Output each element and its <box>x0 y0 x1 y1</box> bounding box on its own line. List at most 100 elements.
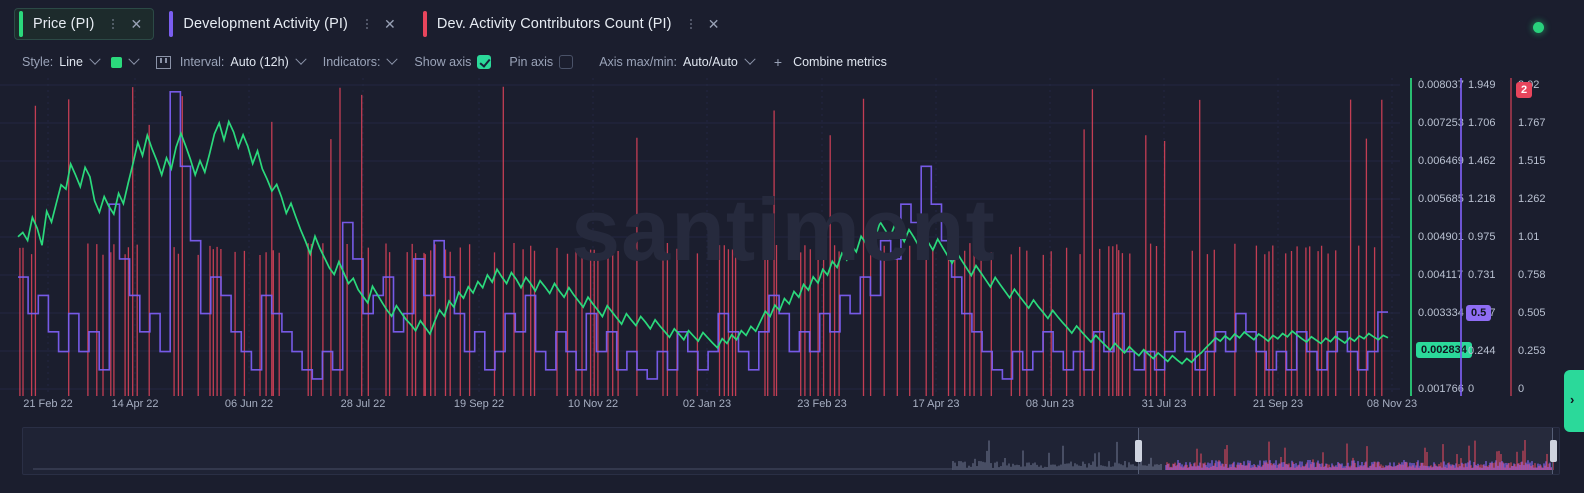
chart-svg <box>0 78 1400 396</box>
axis-current-value-badge: 2 <box>1516 82 1533 98</box>
interval-label: Interval: <box>179 55 225 69</box>
x-axis-tick-label: 21 Sep 23 <box>1252 398 1304 410</box>
show-axis-toggle[interactable]: Show axis <box>414 55 492 69</box>
x-axis-tick-label: 17 Apr 23 <box>912 398 960 410</box>
x-axis-tick-label: 10 Nov 22 <box>567 398 619 410</box>
axis-tick-label: 1.218 <box>1468 193 1496 205</box>
axis-tick-label: 1.767 <box>1518 117 1546 129</box>
side-action-flag[interactable]: › <box>1564 370 1584 432</box>
axis-tick-label: 0.003334 <box>1418 307 1464 319</box>
pin-axis-checkbox[interactable] <box>559 55 574 69</box>
navigator-preview-chart <box>33 440 1554 470</box>
axis-tick-label: 0.758 <box>1518 269 1546 281</box>
axis-tick-label: 0.001766 <box>1418 383 1464 395</box>
status-indicator-dot <box>1533 22 1544 33</box>
interval-icon <box>155 55 171 69</box>
side-flag-glyph: › <box>1570 392 1575 407</box>
axis-tick-label: 0.975 <box>1468 231 1496 243</box>
chevron-down-icon <box>386 53 399 65</box>
kebab-menu-icon[interactable] <box>683 15 699 33</box>
axis-maxmin-label: Axis max/min: <box>599 55 677 69</box>
axis-current-value-badge: 0.002834 <box>1416 342 1472 358</box>
kebab-menu-icon[interactable] <box>359 15 375 33</box>
x-axis-tick-label: 31 Jul 23 <box>1141 398 1187 410</box>
metric-tab-label: Dev. Activity Contributors Count (PI) <box>436 16 672 32</box>
navigator-handle-right[interactable] <box>1550 440 1558 462</box>
chart-toolbar: Style: Line Interval: Auto (12h) Indicat… <box>0 48 1584 76</box>
metric-color-bar-development-activity <box>169 11 174 37</box>
x-axis-tick-label: 19 Sep 22 <box>453 398 505 410</box>
axis-current-value-badge: 0.5 <box>1466 305 1492 321</box>
x-axis-tick-label: 02 Jan 23 <box>682 398 732 410</box>
axis-tick-label: 0 <box>1468 383 1475 395</box>
show-axis-label: Show axis <box>414 55 472 69</box>
x-axis-tick-label: 21 Feb 22 <box>23 398 73 410</box>
show-axis-checkbox[interactable] <box>477 55 492 69</box>
chart-plot-area[interactable]: santiment <box>0 78 1584 396</box>
metric-tab-dev-activity-contributors-count[interactable]: Dev. Activity Contributors Count (PI) ✕ <box>418 8 732 40</box>
axis-tick-label: 1.01 <box>1518 231 1540 243</box>
range-navigator[interactable] <box>22 427 1560 475</box>
axis-tick-label: 0.731 <box>1468 269 1496 281</box>
axis-tick-label: 1.262 <box>1518 193 1546 205</box>
close-icon[interactable]: ✕ <box>130 16 143 32</box>
axis-tick-label: 0.505 <box>1518 307 1546 319</box>
axis-tick-label: 0.008037 <box>1418 79 1464 91</box>
axis-tick-label: 1.462 <box>1468 155 1496 167</box>
indicators-selector[interactable]: Indicators: <box>322 53 399 69</box>
interval-selector[interactable]: Interval: Auto (12h) <box>155 53 307 69</box>
x-axis-tick-label: 06 Jun 22 <box>224 398 274 410</box>
axis-maxmin-value: Auto/Auto <box>682 55 738 69</box>
axis-tick-label: 0.004117 <box>1418 269 1464 281</box>
x-axis-tick-label: 08 Jun 23 <box>1025 398 1075 410</box>
style-value: Line <box>59 55 83 69</box>
axis-tick-label: 0.007253 <box>1418 117 1464 129</box>
chevron-down-icon <box>744 53 756 65</box>
axis-tick-label: 1.515 <box>1518 155 1546 167</box>
x-axis-tick-label: 28 Jul 22 <box>340 398 386 410</box>
axis-tick-label: 0.006469 <box>1418 155 1464 167</box>
navigator-handle-left[interactable] <box>1135 440 1143 462</box>
color-swatch-icon <box>110 56 122 68</box>
navigator-brush[interactable] <box>1138 428 1554 474</box>
axis-maxmin-selector[interactable]: Axis max/min: Auto/Auto <box>599 53 756 69</box>
axis-tick-label: 0.253 <box>1518 345 1546 357</box>
chart-x-axis: 21 Feb 22 14 Apr 22 06 Jun 22 28 Jul 22 19 S… <box>0 398 1584 416</box>
metric-tab-label: Development Activity (PI) <box>183 16 348 32</box>
x-axis-tick-label: 23 Feb 23 <box>797 398 847 410</box>
pin-axis-toggle[interactable]: Pin axis <box>509 55 574 69</box>
chart-y-axes: 0.008037 0.007253 0.006469 0.005685 0.004901… <box>1402 78 1584 396</box>
chevron-down-icon <box>89 53 101 65</box>
plus-icon: + <box>773 54 783 70</box>
axis-tick-label: 0.004901 <box>1418 231 1464 243</box>
axis-tick-label: 0.005685 <box>1418 193 1464 205</box>
pin-axis-label: Pin axis <box>509 55 554 69</box>
axis-line <box>1510 78 1512 396</box>
axis-tick-label: 1.949 <box>1468 79 1496 91</box>
indicators-label: Indicators: <box>322 55 381 69</box>
color-picker[interactable] <box>110 53 140 68</box>
axis-tick-label: 1.706 <box>1468 117 1496 129</box>
style-selector[interactable]: Style: Line <box>22 53 101 69</box>
close-icon[interactable]: ✕ <box>707 16 720 32</box>
metric-tab-development-activity[interactable]: Development Activity (PI) ✕ <box>164 8 407 40</box>
axis-line <box>1460 78 1462 396</box>
metric-color-bar-contributors <box>422 11 427 37</box>
chevron-down-icon <box>128 53 140 65</box>
chevron-down-icon <box>295 53 307 65</box>
metric-tab-price[interactable]: Price (PI) ✕ <box>14 8 155 40</box>
metric-tab-label: Price (PI) <box>33 16 95 32</box>
combine-metrics-button[interactable]: + Combine metrics <box>774 54 887 70</box>
interval-value: Auto (12h) <box>230 55 289 69</box>
x-axis-tick-label: 14 Apr 22 <box>111 398 159 410</box>
axis-line <box>1410 78 1412 396</box>
style-label: Style: <box>22 55 54 69</box>
metric-tab-bar: Price (PI) ✕ Development Activity (PI) ✕… <box>0 0 1584 48</box>
close-icon[interactable]: ✕ <box>384 16 396 32</box>
combine-metrics-label: Combine metrics <box>793 55 887 69</box>
kebab-menu-icon[interactable] <box>105 15 121 33</box>
x-axis-tick-label: 08 Nov 23 <box>1366 398 1418 410</box>
axis-tick-label: 0 <box>1518 383 1525 395</box>
metric-color-bar-price <box>19 11 23 37</box>
